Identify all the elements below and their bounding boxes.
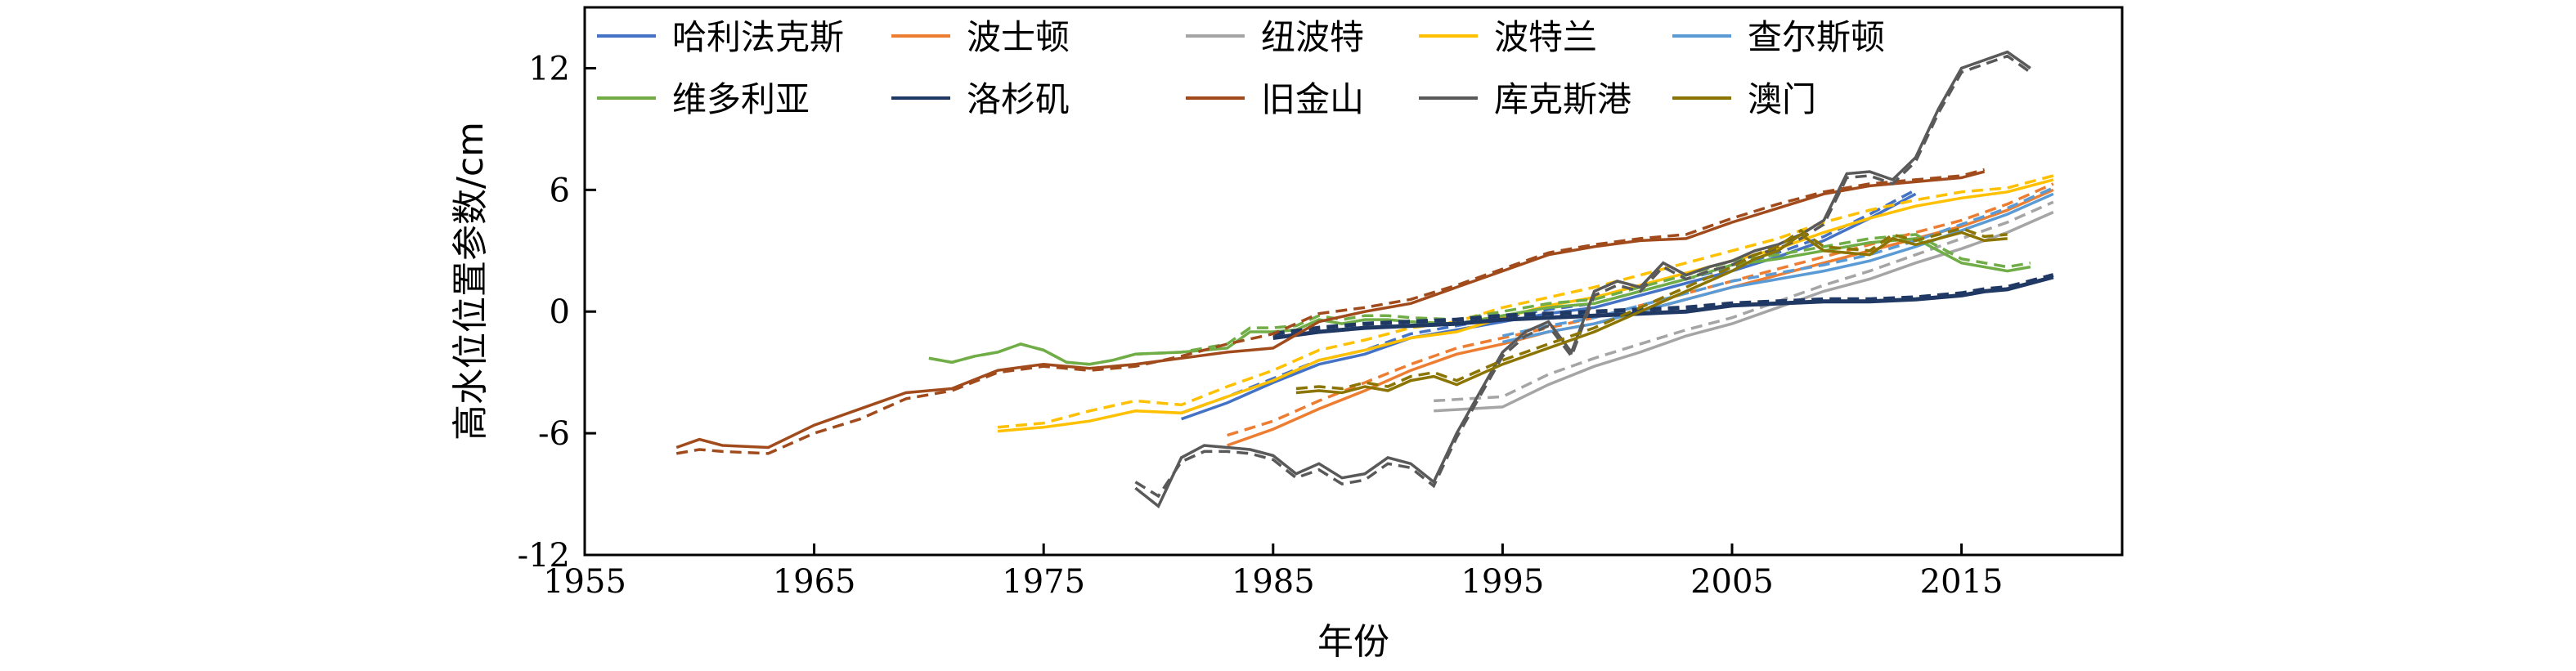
legend-label: 旧金山 <box>1261 79 1364 119</box>
legend-label: 查尔斯顿 <box>1748 17 1885 57</box>
series-solid-line <box>675 170 1986 450</box>
legend-label: 哈利法克斯 <box>672 17 844 57</box>
series-dashed-line <box>1295 226 2008 391</box>
legend-label: 库克斯港 <box>1494 79 1631 119</box>
x-tick-label: 2015 <box>1920 563 2004 601</box>
series-lines <box>675 50 2054 509</box>
series-solid-line <box>928 237 2031 366</box>
series-dashed-line <box>1227 182 2054 437</box>
series-solid-line <box>1434 210 2054 413</box>
legend-label: 洛杉矶 <box>967 79 1070 119</box>
x-tick-label: 1985 <box>1232 563 1315 601</box>
x-tick-label: 1975 <box>1002 563 1085 601</box>
y-axis-label: 高水位位置参数/cm <box>450 122 491 441</box>
series-dashed-line <box>675 168 1986 455</box>
y-tick-label: 12 <box>528 50 570 87</box>
legend-label: 波士顿 <box>967 17 1070 57</box>
x-tick-label: 1995 <box>1461 563 1544 601</box>
legend-label: 纽波特 <box>1261 17 1364 57</box>
y-tick-label: 6 <box>550 172 570 209</box>
legend-label: 维多利亚 <box>672 79 810 119</box>
y-tick-label: 0 <box>550 293 570 331</box>
series-solid-line <box>997 178 2054 433</box>
legend-label: 波特兰 <box>1494 17 1597 57</box>
axis-ticks: 1955 1965 1975 1985 1995 2005 2015 -12 -6 0 6 12 <box>518 50 2004 601</box>
series-dashed-line <box>997 174 2054 429</box>
x-axis-label: 年份 <box>1317 621 1389 663</box>
plot-frame <box>583 6 2124 557</box>
series-solid-line <box>1502 192 2054 344</box>
y-tick-label: -6 <box>538 415 570 453</box>
x-tick-label: 1965 <box>773 563 856 601</box>
legend-label: 澳门 <box>1748 79 1816 119</box>
series-solid-line <box>1272 275 2054 340</box>
x-tick-label: 1955 <box>543 563 626 601</box>
x-tick-label: 2005 <box>1690 563 1774 601</box>
series-solid-line <box>1134 50 2031 509</box>
series-solid-line <box>1295 230 2008 395</box>
series-dashed-line <box>1434 200 2054 403</box>
y-tick-label: -12 <box>518 537 570 575</box>
